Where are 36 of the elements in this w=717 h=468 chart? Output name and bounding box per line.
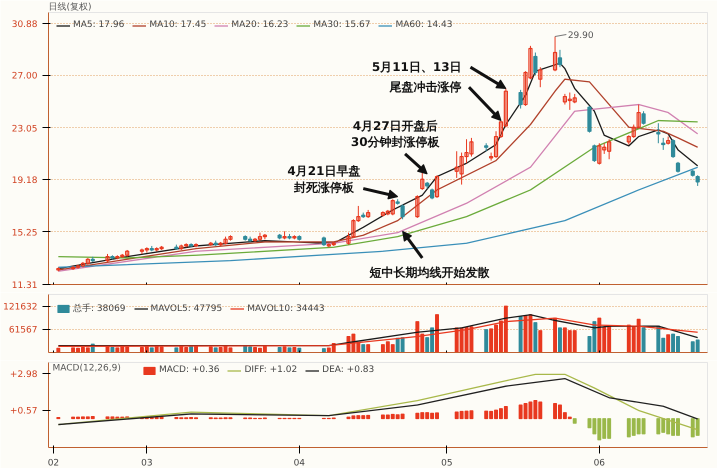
legend-label: MAVOL10: 34443: [247, 304, 325, 314]
legend-label: MAVOL5: 47795: [150, 304, 222, 314]
legend-label: 总手: 38069: [73, 302, 126, 315]
y-tick-label: 15.25: [12, 228, 38, 238]
annotation: 短中长期均线开始发散: [368, 266, 491, 280]
y-tick-label: 61567: [8, 326, 38, 336]
x-tick-label: 04: [294, 458, 306, 468]
legend-label: MA5: 17.96: [73, 20, 124, 30]
legend-label: DIFF: +1.02: [244, 365, 298, 375]
y-tick-label: 23.05: [12, 124, 38, 134]
legend-label: MA10: 17.45: [149, 20, 206, 30]
y-tick-label: +2.98: [10, 370, 38, 380]
y-tick-label: +0.57: [10, 406, 38, 417]
chart-title: 日线(复权): [48, 2, 92, 12]
annotation: 封死涨停板: [292, 180, 355, 194]
x-tick-label: 06: [594, 458, 606, 468]
y-tick-label: 11.31: [12, 281, 38, 291]
legend-label: MA20: 16.23: [231, 20, 288, 30]
legend-label: MACD: +0.36: [159, 365, 220, 375]
x-tick-label: 05: [441, 458, 453, 468]
y-tick-label: 121632: [3, 302, 38, 313]
y-tick-label: 27.00: [12, 72, 38, 82]
legend-label: MA60: 14.43: [395, 20, 452, 30]
chart-title: MACD(12,26,9): [52, 364, 121, 374]
y-tick-label: 19.18: [12, 176, 38, 186]
y-tick-label: 30.88: [12, 20, 38, 30]
legend-label: DEA: +0.83: [322, 365, 374, 375]
x-tick-label: 02: [48, 458, 60, 468]
annotation: 5月11日、13日: [372, 60, 462, 74]
x-tick-label: 03: [141, 458, 153, 468]
annotation: 30分钟封涨停板: [350, 134, 441, 149]
legend-label: MA30: 15.67: [313, 20, 370, 30]
annotation: 4月21日早盘: [287, 164, 360, 178]
annotation: 尾盘冲击涨停: [388, 80, 462, 94]
annotation: 29.90: [568, 31, 594, 42]
annotation: 4月27日开盘后: [352, 118, 438, 133]
